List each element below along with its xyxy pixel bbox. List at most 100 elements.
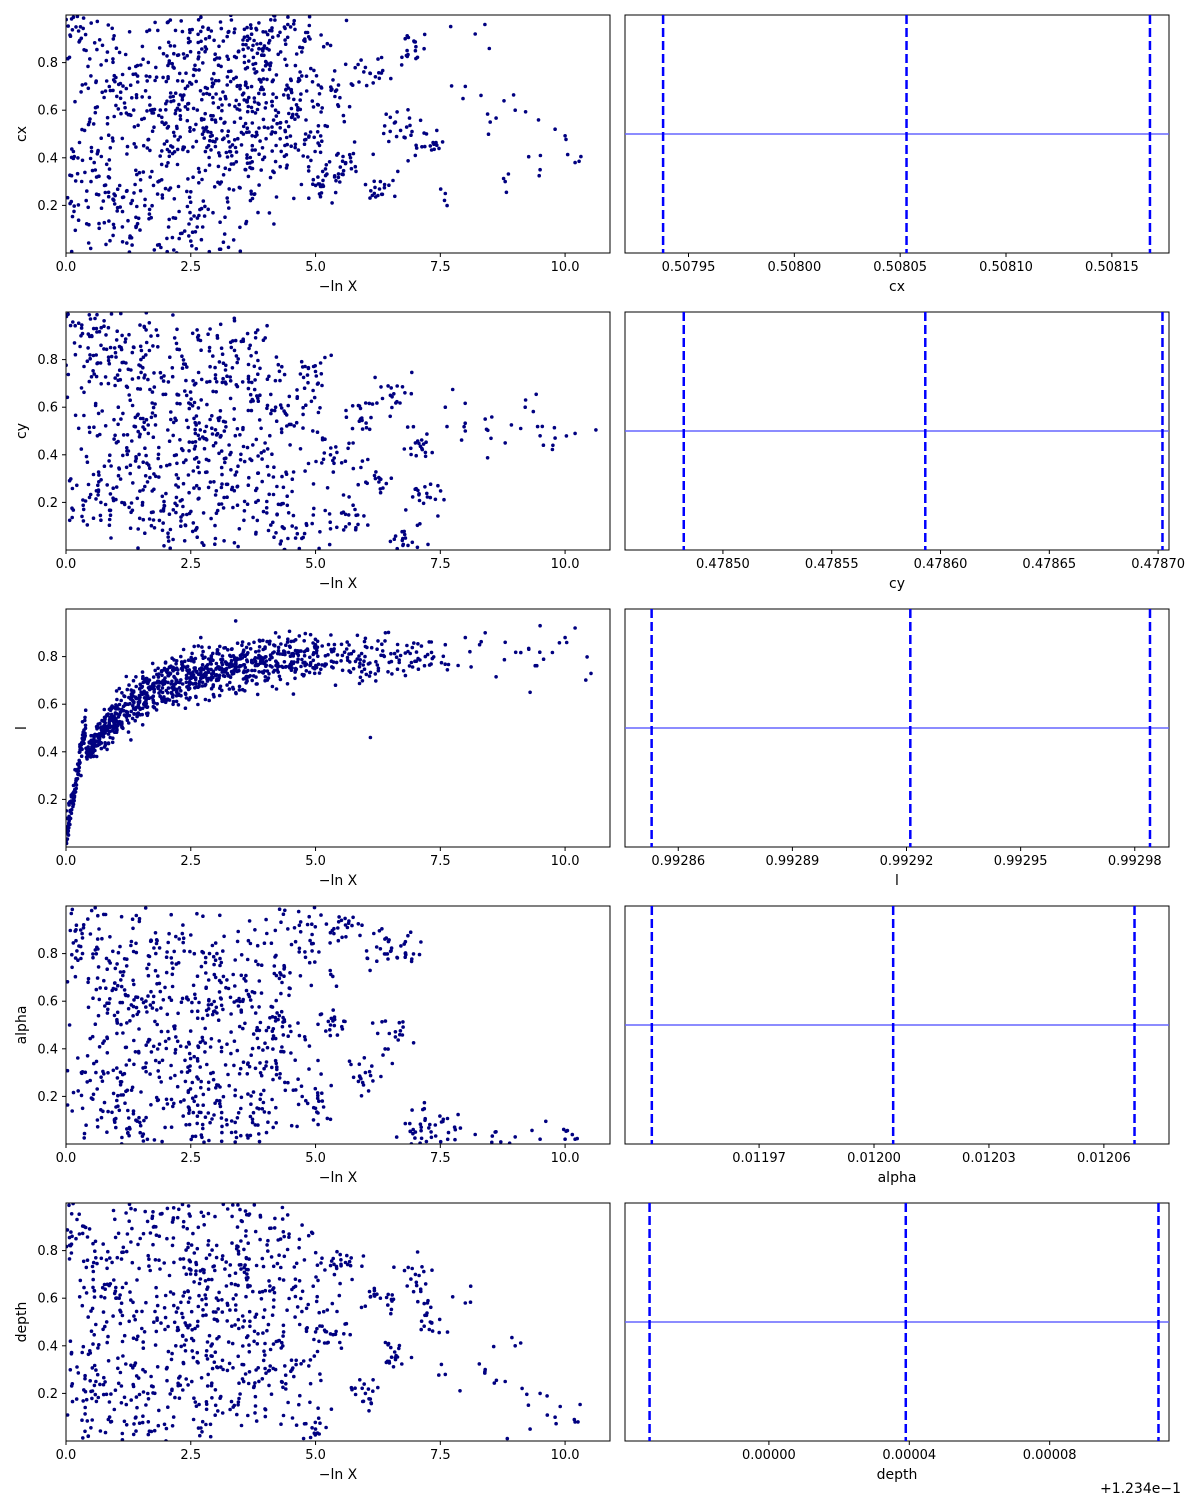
scatter-point — [236, 1317, 241, 1322]
scatter-point — [193, 431, 198, 436]
scatter-point — [155, 672, 159, 677]
scatter-point — [220, 108, 224, 113]
scatter-point — [253, 488, 258, 493]
scatter-point — [188, 1259, 193, 1264]
scatter-point — [113, 383, 117, 388]
scatter-point — [330, 665, 334, 669]
scatter-point — [269, 18, 273, 22]
scatter-point — [424, 1139, 429, 1144]
scatter-point — [413, 48, 418, 53]
scatter-point — [489, 436, 493, 441]
scatter-point — [453, 1137, 457, 1142]
scatter-point — [429, 1130, 433, 1134]
scatter-point — [168, 186, 173, 190]
scatter-point — [347, 495, 351, 499]
scatter-point — [201, 1308, 205, 1312]
scatter-point — [203, 1279, 208, 1283]
scatter-point — [254, 26, 258, 31]
scatter-point — [182, 229, 187, 233]
scatter-point — [229, 1399, 234, 1404]
scatter-point — [193, 666, 197, 670]
scatter-point — [260, 457, 264, 461]
scatter-point — [194, 122, 198, 127]
scatter-point — [243, 167, 248, 172]
scatter-point — [146, 137, 151, 142]
scatter-point — [239, 1267, 243, 1271]
scatter-point — [219, 1365, 223, 1369]
scatter-point — [172, 949, 176, 954]
scatter-point — [98, 986, 102, 990]
scatter-point — [303, 663, 307, 668]
scatter-point — [68, 822, 72, 827]
scatter-point — [311, 177, 316, 182]
scatter-point — [112, 730, 117, 734]
scatter-point — [205, 380, 209, 384]
scatter-point — [225, 683, 229, 687]
scatter-point — [230, 1214, 234, 1219]
scatter-point — [271, 1125, 276, 1130]
scatter-point — [225, 374, 229, 379]
scatter-point — [302, 1035, 307, 1039]
scatter-point — [410, 957, 414, 961]
scatter-point — [400, 538, 405, 543]
scatter-point — [192, 657, 196, 662]
scatter-point — [139, 1090, 143, 1094]
scatter-point — [370, 1064, 374, 1068]
scatter-point — [112, 192, 116, 196]
scatter-point — [235, 427, 240, 431]
scatter-point — [291, 112, 295, 117]
x-tick-label: 0.99286 — [651, 854, 705, 869]
scatter-point — [170, 984, 175, 989]
scatter-point — [111, 222, 116, 227]
scatter-point — [258, 1097, 263, 1102]
scatter-point — [328, 1023, 333, 1027]
scatter-point — [87, 334, 92, 339]
scatter-point — [240, 1377, 245, 1381]
scatter-point — [155, 702, 159, 706]
scatter-point — [403, 391, 407, 395]
scatter-point — [134, 950, 139, 955]
scatter-point — [69, 1352, 74, 1356]
scatter-point — [176, 1011, 180, 1016]
scatter-point — [88, 1379, 92, 1383]
scatter-point — [200, 1016, 205, 1021]
scatter-point — [245, 652, 249, 657]
scatter-point — [218, 182, 222, 186]
scatter-point — [123, 340, 127, 344]
scatter-point — [91, 122, 96, 126]
scatter-point — [311, 1118, 316, 1122]
scatter-point — [79, 447, 84, 451]
scatter-point — [76, 426, 81, 431]
scatter-point — [146, 1253, 150, 1258]
scatter-point — [258, 41, 263, 46]
scatter-point — [370, 402, 375, 406]
scatter-point — [319, 1012, 324, 1016]
scatter-point — [76, 767, 80, 772]
scatter-point — [141, 57, 145, 61]
scatter-point — [221, 1094, 226, 1099]
scatter-point — [501, 176, 506, 181]
x-tick-label: 10.0 — [551, 1151, 580, 1166]
scatter-point — [190, 651, 194, 656]
scatter-point — [105, 1051, 110, 1055]
scatter-point — [148, 1072, 152, 1076]
scatter-point — [399, 944, 403, 948]
scatter-point — [94, 1059, 99, 1064]
scatter-point — [134, 224, 138, 229]
scatter-point — [93, 1022, 98, 1026]
scatter-point — [119, 1257, 124, 1261]
scatter-point — [234, 662, 238, 666]
scatter-point — [92, 372, 96, 376]
scatter-point — [184, 1045, 189, 1049]
scatter-point — [80, 951, 85, 956]
scatter-point — [242, 98, 246, 102]
scatter-point — [420, 145, 424, 149]
scatter-point — [203, 697, 208, 702]
scatter-point — [143, 89, 148, 93]
scatter-point — [307, 135, 311, 139]
scatter-point — [186, 997, 190, 1002]
x-tick-label: 5.0 — [305, 1151, 326, 1166]
scatter-point — [188, 390, 193, 394]
scatter-point — [192, 416, 196, 421]
scatter-point — [344, 415, 349, 420]
